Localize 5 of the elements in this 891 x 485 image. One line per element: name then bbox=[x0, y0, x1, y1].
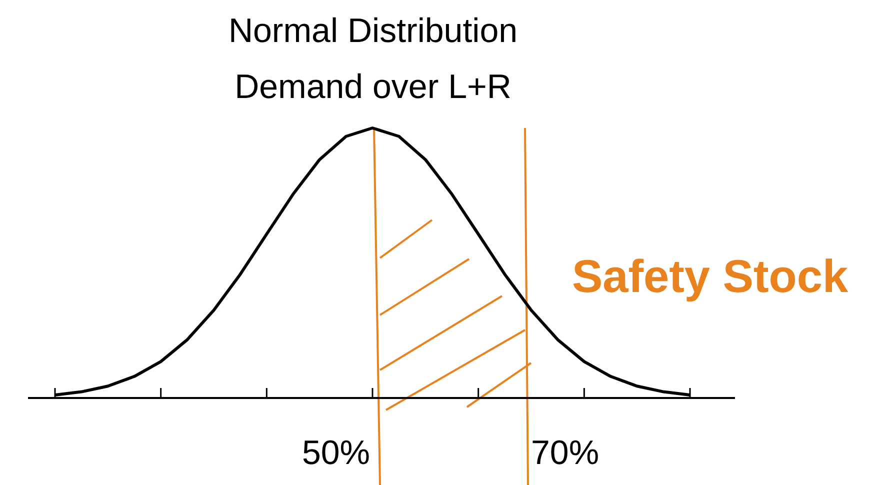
chart-title: Normal Distribution bbox=[228, 12, 518, 50]
text: 50% bbox=[302, 434, 370, 472]
chart-subtitle: Demand over L+R bbox=[234, 68, 512, 106]
text: 70% bbox=[531, 434, 600, 472]
annotation: Safety Stock bbox=[572, 250, 848, 302]
